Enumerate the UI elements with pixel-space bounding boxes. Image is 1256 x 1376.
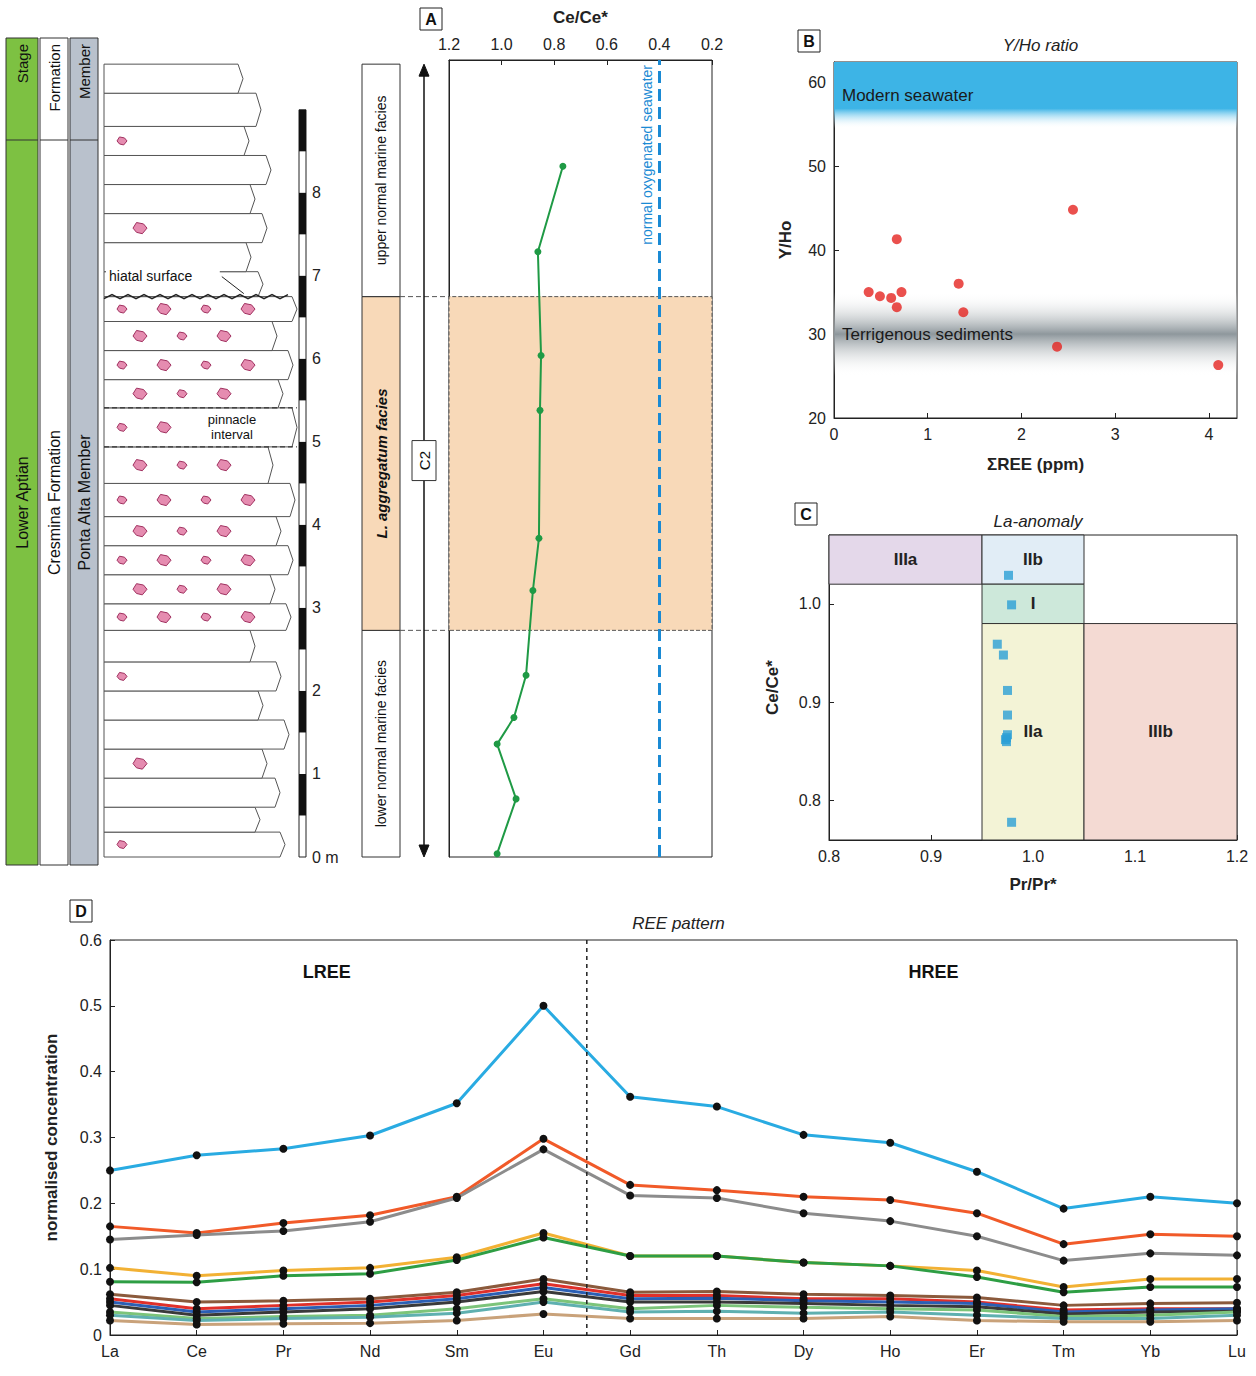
svg-text:Ho: Ho bbox=[880, 1343, 901, 1360]
svg-text:0: 0 bbox=[93, 1327, 102, 1344]
svg-text:2: 2 bbox=[312, 682, 321, 699]
svg-text:Tm: Tm bbox=[1052, 1343, 1075, 1360]
svg-text:3: 3 bbox=[1111, 426, 1120, 443]
svg-text:REE pattern: REE pattern bbox=[632, 914, 725, 933]
svg-text:50: 50 bbox=[808, 158, 826, 175]
svg-text:2: 2 bbox=[1017, 426, 1026, 443]
svg-text:Cresmina Formation: Cresmina Formation bbox=[46, 430, 63, 575]
svg-text:normalised concentration: normalised concentration bbox=[42, 1034, 61, 1242]
svg-text:40: 40 bbox=[808, 242, 826, 259]
svg-text:interval: interval bbox=[211, 427, 253, 442]
svg-text:0.8: 0.8 bbox=[799, 792, 821, 809]
svg-text:hiatal surface: hiatal surface bbox=[109, 268, 192, 284]
svg-text:ΣREE (ppm): ΣREE (ppm) bbox=[987, 455, 1084, 474]
svg-text:1: 1 bbox=[312, 765, 321, 782]
svg-text:Dy: Dy bbox=[794, 1343, 814, 1360]
svg-text:C2: C2 bbox=[416, 451, 433, 470]
svg-text:Pr: Pr bbox=[275, 1343, 292, 1360]
svg-text:1.0: 1.0 bbox=[799, 595, 821, 612]
svg-text:0.3: 0.3 bbox=[80, 1129, 102, 1146]
svg-text:Ce/Ce*: Ce/Ce* bbox=[763, 660, 782, 715]
svg-text:0.6: 0.6 bbox=[80, 932, 102, 949]
svg-text:D: D bbox=[75, 903, 87, 920]
svg-text:IIIa: IIIa bbox=[894, 550, 918, 569]
svg-text:IIa: IIa bbox=[1024, 722, 1043, 741]
svg-text:7: 7 bbox=[312, 267, 321, 284]
svg-text:Lower Aptian: Lower Aptian bbox=[14, 456, 31, 549]
svg-text:Gd: Gd bbox=[619, 1343, 640, 1360]
svg-text:30: 30 bbox=[808, 326, 826, 343]
svg-text:LREE: LREE bbox=[303, 962, 351, 982]
svg-text:1: 1 bbox=[923, 426, 932, 443]
svg-text:4: 4 bbox=[312, 516, 321, 533]
svg-text:0.9: 0.9 bbox=[799, 694, 821, 711]
svg-text:1.2: 1.2 bbox=[438, 36, 460, 53]
svg-text:upper normal marine facies: upper normal marine facies bbox=[373, 96, 389, 266]
svg-text:Yb: Yb bbox=[1141, 1343, 1161, 1360]
svg-text:0.2: 0.2 bbox=[80, 1195, 102, 1212]
svg-text:lower normal marine facies: lower normal marine facies bbox=[373, 660, 389, 827]
svg-text:Sm: Sm bbox=[445, 1343, 469, 1360]
svg-text:Y/Ho: Y/Ho bbox=[776, 221, 795, 260]
svg-text:0.6: 0.6 bbox=[596, 36, 618, 53]
svg-text:normal oxygenated seawater: normal oxygenated seawater bbox=[639, 65, 655, 245]
svg-text:60: 60 bbox=[808, 74, 826, 91]
svg-text:5: 5 bbox=[312, 433, 321, 450]
svg-text:0.8: 0.8 bbox=[543, 36, 565, 53]
svg-text:Pr/Pr*: Pr/Pr* bbox=[1009, 875, 1057, 894]
svg-text:Ce: Ce bbox=[186, 1343, 207, 1360]
svg-text:3: 3 bbox=[312, 599, 321, 616]
svg-text:1.0: 1.0 bbox=[1022, 848, 1044, 865]
svg-text:8: 8 bbox=[312, 184, 321, 201]
svg-text:20: 20 bbox=[808, 410, 826, 427]
svg-text:IIb: IIb bbox=[1023, 550, 1043, 569]
svg-text:IIIb: IIIb bbox=[1148, 722, 1173, 741]
svg-text:1.2: 1.2 bbox=[1226, 848, 1248, 865]
svg-text:Ponta Alta Member: Ponta Alta Member bbox=[76, 434, 93, 571]
svg-text:Ce/Ce*: Ce/Ce* bbox=[553, 8, 608, 27]
svg-text:Terrigenous sediments: Terrigenous sediments bbox=[842, 325, 1013, 344]
svg-text:0.1: 0.1 bbox=[80, 1261, 102, 1278]
svg-text:Th: Th bbox=[708, 1343, 727, 1360]
svg-text:0.8: 0.8 bbox=[818, 848, 840, 865]
svg-text:Nd: Nd bbox=[360, 1343, 380, 1360]
svg-text:Lu: Lu bbox=[1228, 1343, 1246, 1360]
svg-text:La-anomaly: La-anomaly bbox=[994, 512, 1084, 531]
svg-text:0: 0 bbox=[830, 426, 839, 443]
svg-text:1.1: 1.1 bbox=[1124, 848, 1146, 865]
svg-text:A: A bbox=[425, 11, 437, 28]
svg-text:0.5: 0.5 bbox=[80, 997, 102, 1014]
svg-text:1.0: 1.0 bbox=[490, 36, 512, 53]
svg-text:0.4: 0.4 bbox=[648, 36, 670, 53]
svg-text:HREE: HREE bbox=[909, 962, 959, 982]
svg-text:4: 4 bbox=[1204, 426, 1213, 443]
svg-text:0.2: 0.2 bbox=[701, 36, 723, 53]
svg-text:Y/Ho ratio: Y/Ho ratio bbox=[1003, 36, 1079, 55]
svg-text:C: C bbox=[800, 506, 812, 523]
svg-text:Er: Er bbox=[969, 1343, 986, 1360]
svg-text:0.9: 0.9 bbox=[920, 848, 942, 865]
svg-text:B: B bbox=[803, 33, 815, 50]
svg-text:Formation: Formation bbox=[46, 44, 63, 112]
svg-text:6: 6 bbox=[312, 350, 321, 367]
svg-text:I: I bbox=[1031, 594, 1036, 613]
svg-text:Member: Member bbox=[76, 44, 93, 99]
svg-text:pinnacle: pinnacle bbox=[208, 412, 256, 427]
svg-text:Stage: Stage bbox=[14, 44, 31, 83]
svg-text:Eu: Eu bbox=[534, 1343, 554, 1360]
svg-text:L. aggregatum facies: L. aggregatum facies bbox=[373, 388, 390, 538]
svg-text:0 m: 0 m bbox=[312, 849, 339, 866]
svg-text:Modern seawater: Modern seawater bbox=[842, 86, 974, 105]
svg-text:La: La bbox=[101, 1343, 119, 1360]
svg-text:0.4: 0.4 bbox=[80, 1063, 102, 1080]
